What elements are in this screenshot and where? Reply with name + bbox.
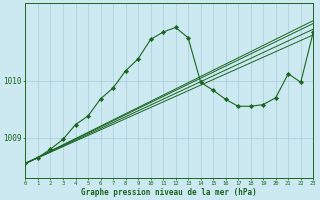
X-axis label: Graphe pression niveau de la mer (hPa): Graphe pression niveau de la mer (hPa) xyxy=(82,188,257,197)
